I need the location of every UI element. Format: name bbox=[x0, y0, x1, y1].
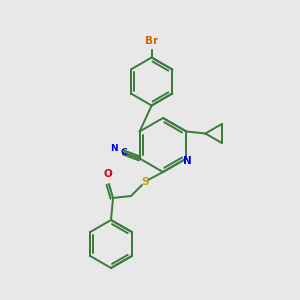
Text: Br: Br bbox=[145, 37, 158, 46]
Text: S: S bbox=[141, 177, 149, 187]
Text: C: C bbox=[120, 148, 127, 157]
Text: O: O bbox=[103, 169, 112, 179]
Text: N: N bbox=[110, 144, 117, 153]
Text: N: N bbox=[183, 157, 192, 166]
